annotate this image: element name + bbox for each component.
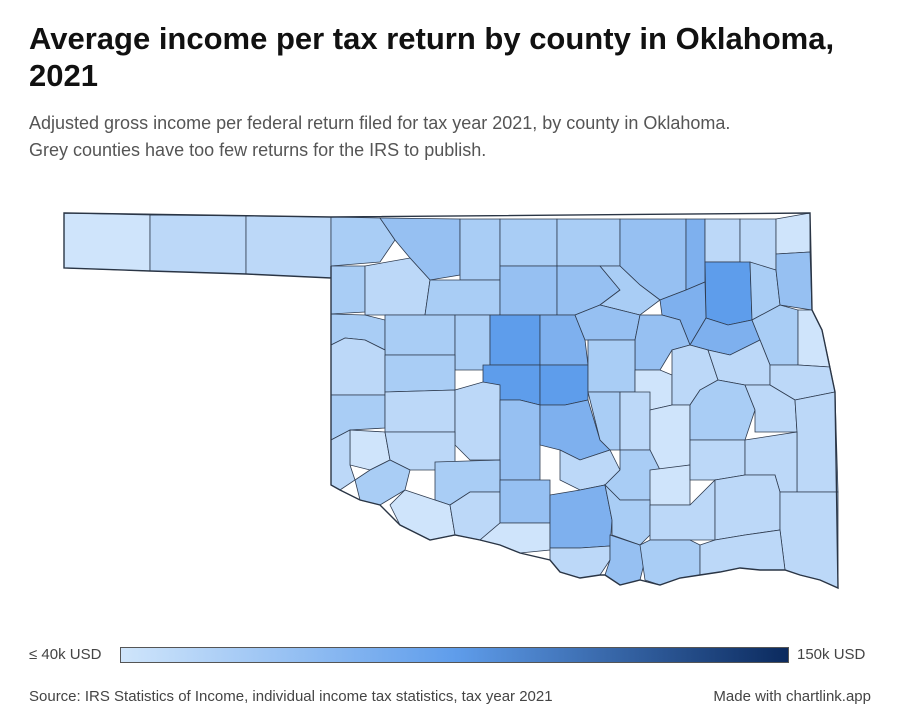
county[interactable] xyxy=(454,381,501,461)
county[interactable] xyxy=(330,265,366,315)
county[interactable] xyxy=(604,483,651,546)
county[interactable] xyxy=(704,261,753,326)
chart-subtitle: Adjusted gross income per federal return… xyxy=(29,110,879,164)
county[interactable] xyxy=(649,464,691,506)
subtitle-line-1: Adjusted gross income per federal return… xyxy=(29,113,731,133)
county[interactable] xyxy=(245,215,332,279)
county[interactable] xyxy=(549,545,611,579)
county[interactable] xyxy=(384,389,456,433)
county[interactable] xyxy=(499,399,541,481)
chart-title: Average income per tax return by county … xyxy=(29,21,835,93)
county[interactable] xyxy=(499,265,558,316)
county[interactable] xyxy=(587,391,621,451)
county[interactable] xyxy=(714,474,781,541)
county[interactable] xyxy=(704,218,741,263)
county[interactable] xyxy=(539,314,589,366)
county[interactable] xyxy=(689,439,746,481)
county[interactable] xyxy=(619,391,651,451)
county[interactable] xyxy=(330,337,386,396)
county[interactable] xyxy=(539,364,589,406)
county[interactable] xyxy=(549,484,613,549)
county[interactable] xyxy=(556,218,621,267)
made-with-credit: Made with chartlink.app xyxy=(713,688,871,705)
county[interactable] xyxy=(489,314,541,366)
county[interactable] xyxy=(459,218,501,281)
county[interactable] xyxy=(424,279,501,316)
county[interactable] xyxy=(649,404,691,471)
subtitle-line-2: Grey counties have too few returns for t… xyxy=(29,140,487,160)
county[interactable] xyxy=(797,309,831,368)
county[interactable] xyxy=(685,218,706,291)
oklahoma-county-map xyxy=(63,212,839,590)
source-note: Source: IRS Statistics of Income, indivi… xyxy=(29,688,553,705)
legend-min-label: ≤ 40k USD xyxy=(29,646,102,663)
county[interactable] xyxy=(794,391,839,493)
legend-color-bar xyxy=(120,647,789,663)
county[interactable] xyxy=(639,539,701,586)
county[interactable] xyxy=(587,339,636,393)
county[interactable] xyxy=(775,212,811,255)
county[interactable] xyxy=(149,214,247,275)
county[interactable] xyxy=(454,314,491,371)
county[interactable] xyxy=(499,218,558,267)
county[interactable] xyxy=(499,479,551,524)
state-outline xyxy=(63,212,839,590)
county[interactable] xyxy=(775,251,813,311)
county[interactable] xyxy=(63,212,151,272)
county[interactable] xyxy=(384,354,456,393)
county[interactable] xyxy=(330,216,396,267)
county[interactable] xyxy=(384,314,456,356)
legend-max-label: 150k USD xyxy=(797,646,866,663)
county[interactable] xyxy=(779,491,839,589)
